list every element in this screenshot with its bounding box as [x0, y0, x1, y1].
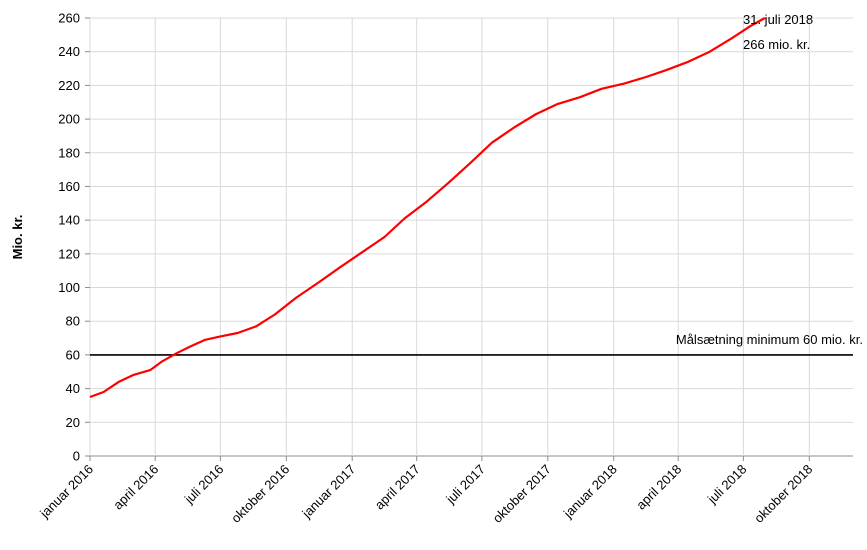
- y-tick-label: 260: [58, 11, 80, 26]
- x-tick-label: oktober 2016: [228, 462, 292, 526]
- x-tick-label: april 2017: [372, 462, 423, 513]
- x-tick-label: juli 2017: [442, 462, 488, 508]
- x-tick-label: januar 2017: [298, 462, 358, 522]
- y-tick-label: 60: [66, 347, 80, 362]
- y-axis-ticks: 0 20 40 60 80 100 120 140 160 180 200 220 240 260: [58, 11, 90, 464]
- y-tick-label: 160: [58, 179, 80, 194]
- grid-lines: [89, 17, 853, 457]
- annotation-date: 31. juli 2018: [743, 12, 813, 27]
- x-tick-label: oktober 2017: [490, 462, 554, 526]
- y-tick-label: 200: [58, 112, 80, 127]
- x-axis-ticks: januar 2016 april 2016 juli 2016 oktober 20…: [36, 456, 815, 526]
- x-tick-label: januar 2018: [560, 462, 620, 522]
- x-tick-label: april 2016: [110, 462, 161, 513]
- y-tick-label: 80: [66, 314, 80, 329]
- x-tick-label: januar 2016: [36, 462, 96, 522]
- y-tick-label: 40: [66, 381, 80, 396]
- y-axis-title: Mio. kr.: [10, 215, 25, 260]
- x-tick-label: oktober 2018: [751, 462, 815, 526]
- target-reference-label: Målsætning minimum 60 mio. kr.: [676, 332, 863, 347]
- annotation-amount: 266 mio. kr.: [743, 37, 810, 52]
- y-tick-label: 100: [58, 280, 80, 295]
- series-line-total: [89, 17, 766, 399]
- y-tick-label: 240: [58, 44, 80, 59]
- x-tick-label: juli 2018: [704, 462, 750, 508]
- y-tick-label: 0: [73, 449, 80, 464]
- y-tick-label: 120: [58, 246, 80, 261]
- x-tick-label: juli 2016: [181, 462, 227, 508]
- y-tick-label: 180: [58, 145, 80, 160]
- y-tick-label: 140: [58, 213, 80, 228]
- y-tick-label: 220: [58, 78, 80, 93]
- y-tick-label: 20: [66, 415, 80, 430]
- x-tick-label: april 2018: [633, 462, 684, 513]
